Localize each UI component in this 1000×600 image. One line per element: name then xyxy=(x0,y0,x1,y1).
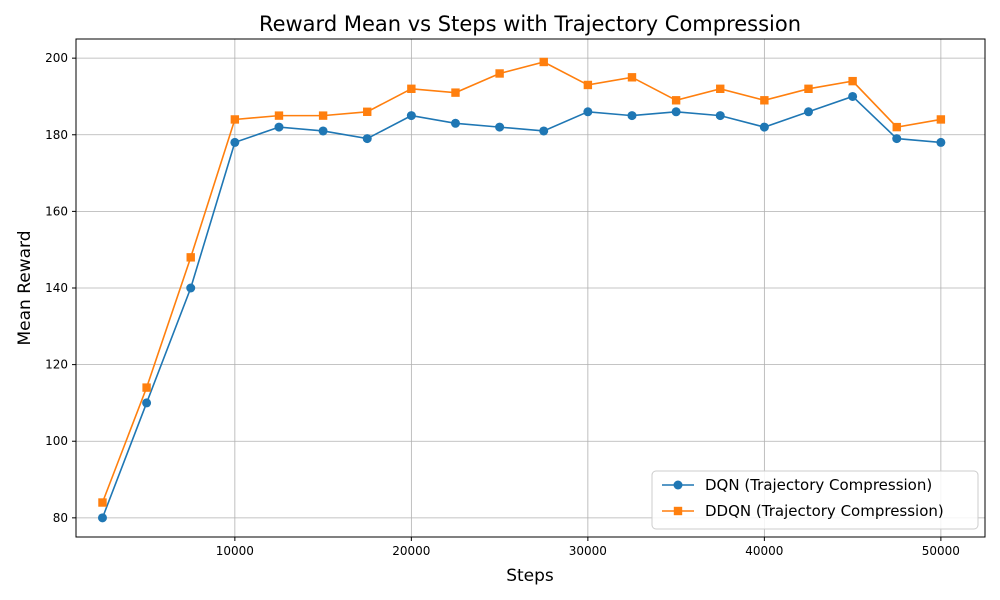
grid-lines xyxy=(76,39,985,537)
legend-marker-ddqn xyxy=(673,506,683,516)
data-point-dqn xyxy=(450,118,460,128)
legend: DQN (Trajectory Compression) DDQN (Trajec… xyxy=(651,470,979,530)
series-line-ddqn xyxy=(101,61,942,503)
series-layer xyxy=(97,57,946,523)
data-point-ddqn xyxy=(848,76,857,86)
x-tick-label: 20000 xyxy=(392,544,430,558)
data-point-ddqn xyxy=(495,69,504,78)
data-point-dqn xyxy=(406,111,416,121)
data-point-ddqn xyxy=(936,115,946,124)
data-point-dqn xyxy=(274,122,284,132)
legend-box xyxy=(651,470,979,530)
series-dqn xyxy=(97,91,946,523)
data-point-ddqn xyxy=(627,73,637,82)
data-point-ddqn xyxy=(671,96,681,105)
y-tick-label: 180 xyxy=(45,128,68,142)
data-point-dqn xyxy=(230,137,240,147)
data-point-dqn xyxy=(715,111,725,121)
legend-entry-dqn: DQN (Trajectory Compression) xyxy=(662,476,932,494)
data-point-dqn xyxy=(759,122,769,132)
data-point-ddqn xyxy=(142,383,151,392)
tick-layer: 10000 20000 30000 40000 50000 80 100 120 140 160 1… xyxy=(45,51,960,558)
data-point-dqn xyxy=(892,134,902,144)
data-point-dqn xyxy=(627,111,637,121)
data-point-ddqn xyxy=(186,253,195,262)
data-point-ddqn xyxy=(760,96,769,105)
data-point-ddqn xyxy=(363,107,372,116)
data-point-dqn xyxy=(142,398,152,408)
x-tick-label: 40000 xyxy=(745,544,783,558)
data-point-ddqn xyxy=(407,84,416,93)
data-point-dqn xyxy=(803,107,813,117)
data-point-dqn xyxy=(848,91,858,101)
data-point-ddqn xyxy=(892,122,901,132)
data-point-ddqn xyxy=(804,84,813,93)
y-tick-label: 160 xyxy=(45,204,68,218)
data-point-dqn xyxy=(318,126,328,136)
x-axis-label: Steps xyxy=(506,566,554,586)
series-line-dqn xyxy=(101,95,941,519)
series-ddqn xyxy=(98,57,946,507)
data-point-dqn xyxy=(539,126,549,136)
y-tick-label: 80 xyxy=(53,511,68,525)
x-tick-label: 10000 xyxy=(216,544,254,558)
legend-entry-ddqn: DDQN (Trajectory Compression) xyxy=(662,502,944,520)
chart-title: Reward Mean vs Steps with Trajectory Com… xyxy=(259,12,801,36)
data-point-dqn xyxy=(671,107,681,117)
data-point-ddqn xyxy=(98,498,107,507)
y-tick-label: 100 xyxy=(45,434,68,448)
data-point-ddqn xyxy=(583,80,593,90)
data-point-dqn xyxy=(583,107,593,117)
y-axis-label: Mean Reward xyxy=(15,230,35,345)
legend-marker-dqn xyxy=(673,480,683,490)
x-tick-label: 50000 xyxy=(922,544,960,558)
data-point-dqn xyxy=(362,134,372,144)
data-point-dqn xyxy=(97,513,107,523)
data-point-ddqn xyxy=(274,111,284,120)
legend-label-dqn: DQN (Trajectory Compression) xyxy=(705,476,932,494)
data-point-dqn xyxy=(186,283,196,293)
data-point-ddqn xyxy=(230,115,240,124)
y-tick-label: 200 xyxy=(45,51,68,65)
data-point-ddqn xyxy=(539,57,548,67)
x-tick-label: 30000 xyxy=(569,544,607,558)
data-point-dqn xyxy=(495,122,505,132)
legend-label-ddqn: DDQN (Trajectory Compression) xyxy=(705,502,944,520)
data-point-dqn xyxy=(936,137,946,147)
data-point-ddqn xyxy=(318,111,328,120)
data-point-ddqn xyxy=(451,88,460,97)
data-point-ddqn xyxy=(716,84,725,93)
y-tick-label: 140 xyxy=(45,281,68,295)
y-tick-label: 120 xyxy=(45,358,68,372)
